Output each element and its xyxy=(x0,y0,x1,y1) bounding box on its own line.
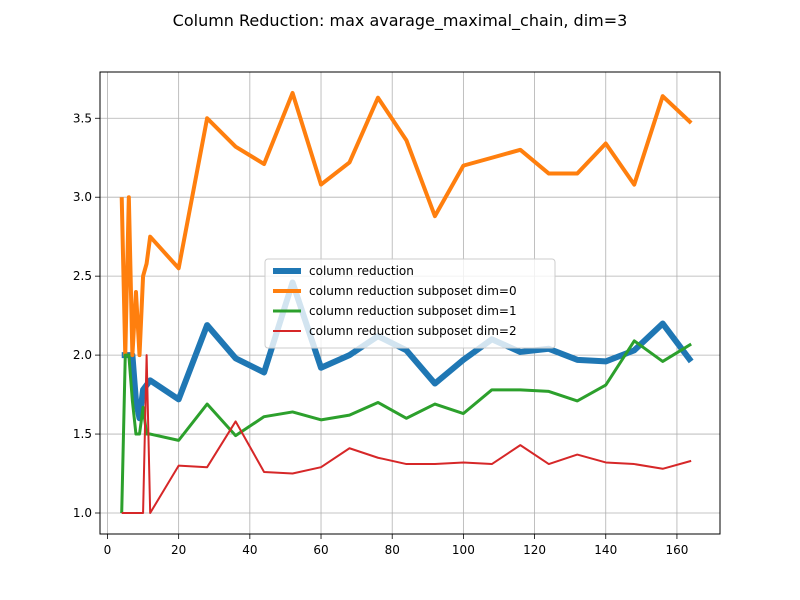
y-tick-label: 1.5 xyxy=(73,427,92,441)
x-tick-label: 60 xyxy=(313,543,328,557)
x-tick-label: 0 xyxy=(104,543,112,557)
y-tick-label: 1.0 xyxy=(73,506,92,520)
y-tick-label: 3.0 xyxy=(73,190,92,204)
series-line-2 xyxy=(120,339,692,514)
x-tick-label: 160 xyxy=(665,543,688,557)
legend: column reduction column reduction subpose… xyxy=(264,258,556,349)
series-line-1 xyxy=(119,91,693,358)
axes-frame xyxy=(99,71,721,535)
chart-title: Column Reduction: max avarage_maximal_ch… xyxy=(173,11,628,31)
series-line-3 xyxy=(121,354,692,514)
x-tick-label: 40 xyxy=(242,543,257,557)
legend-box xyxy=(264,258,556,349)
legend-label-2: column reduction subposet dim=1 xyxy=(309,304,517,318)
x-tick-label: 20 xyxy=(171,543,186,557)
x-tick-label: 140 xyxy=(594,543,617,557)
y-tick-label: 2.5 xyxy=(73,269,92,283)
y-tick-label: 2.0 xyxy=(73,348,92,362)
y-tick-label: 3.5 xyxy=(73,111,92,125)
legend-label-0: column reduction xyxy=(309,264,414,278)
x-tick-label: 100 xyxy=(452,543,475,557)
ticks: 0 20 40 60 80 100 120 140 160 1.0 1.5 2.0 2.5 3.0 3.5 xyxy=(73,111,688,557)
legend-label-3: column reduction subposet dim=2 xyxy=(309,324,517,338)
x-tick-label: 120 xyxy=(523,543,546,557)
x-tick-label: 80 xyxy=(385,543,400,557)
legend-label-1: column reduction subposet dim=0 xyxy=(309,284,517,298)
